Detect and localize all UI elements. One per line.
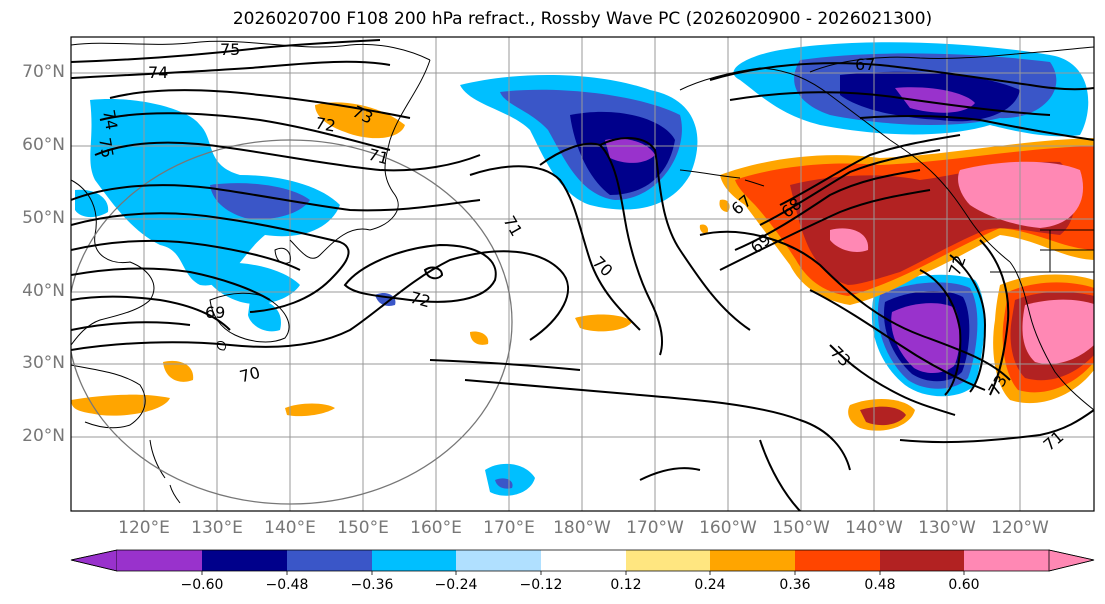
contour-label-70b: 70 xyxy=(237,363,262,387)
positive-anomaly-shading xyxy=(71,102,1094,431)
colorbar-label-pos048: 0.48 xyxy=(864,577,896,593)
reference-circle xyxy=(71,139,513,505)
contour-label-74a: 74 xyxy=(148,63,168,82)
lon-label-160e: 160°E xyxy=(410,518,462,538)
colorbar-segment-2 xyxy=(202,550,287,571)
colorbar-segment-7 xyxy=(626,550,710,571)
colorbar-label-pos024: 0.24 xyxy=(694,577,726,593)
lon-label-170e: 170°E xyxy=(483,518,535,538)
contour-label-72b: 72 xyxy=(408,288,433,312)
lon-label-140w: 140°W xyxy=(845,518,903,538)
colorbar-label-neg048: −0.48 xyxy=(265,577,309,593)
lat-label-60n: 60°N xyxy=(22,135,65,155)
contour-label-75b: 75 xyxy=(95,136,117,159)
lon-label-170w: 170°W xyxy=(626,518,684,538)
figure-title: 2026020700 F108 200 hPa refract., Rossby… xyxy=(232,9,933,29)
colorbar-segment-4 xyxy=(372,550,456,571)
lat-label-40n: 40°N xyxy=(22,281,65,301)
colorbar-segment-6 xyxy=(541,550,626,571)
gridlines xyxy=(71,37,1094,511)
colorbar-segment-9 xyxy=(795,550,880,571)
colorbar-segment-10 xyxy=(880,550,964,571)
lon-label-120e: 120°E xyxy=(118,518,170,538)
refractive-index-contours xyxy=(71,39,1094,511)
colorbar-segment-8 xyxy=(710,550,795,571)
colorbar-segment-3 xyxy=(287,550,372,571)
colorbar-min-arrow xyxy=(70,549,118,572)
colorbar-label-neg024: −0.24 xyxy=(434,577,478,593)
lon-label-160w: 160°W xyxy=(699,518,757,538)
colorbar-label-pos036: 0.36 xyxy=(779,577,811,593)
colorbar-max-arrow xyxy=(1048,549,1095,572)
negative-anomaly-shading xyxy=(75,42,1089,496)
lon-label-130w: 130°W xyxy=(918,518,976,538)
contour-label-72a: 72 xyxy=(314,113,337,135)
lon-label-180w: 180°W xyxy=(553,518,611,538)
colorbar xyxy=(70,549,1095,575)
lon-label-130e: 130°E xyxy=(191,518,243,538)
map-area: 75 74 74 75 72 73 71 71 70 72 69 70 67 6… xyxy=(71,37,1094,511)
colorbar-segment-1 xyxy=(117,550,202,571)
lat-label-70n: 70°N xyxy=(22,62,65,82)
colorbar-label-neg060: −0.60 xyxy=(180,577,224,593)
lon-label-150w: 150°W xyxy=(772,518,830,538)
contour-label-69a: 69 xyxy=(205,303,225,322)
colorbar-segment-5 xyxy=(456,550,541,571)
lat-label-20n: 20°N xyxy=(22,426,65,446)
colorbar-label-neg012: −0.12 xyxy=(519,577,563,593)
contour-label-71a: 71 xyxy=(366,145,391,169)
contour-label-67a: 67 xyxy=(855,55,875,74)
contour-label-75a: 75 xyxy=(220,40,240,59)
lon-label-140e: 140°E xyxy=(264,518,316,538)
lon-label-120w: 120°W xyxy=(991,518,1049,538)
map-frame xyxy=(70,36,1095,512)
lat-label-50n: 50°N xyxy=(22,208,65,228)
lon-label-150e: 150°E xyxy=(337,518,389,538)
colorbar-segment-11 xyxy=(964,550,1049,571)
contour-label-74b: 74 xyxy=(99,108,121,131)
colorbar-label-neg036: −0.36 xyxy=(350,577,394,593)
colorbar-label-pos060: 0.60 xyxy=(948,577,980,593)
colorbar-label-pos012: 0.12 xyxy=(610,577,642,593)
lat-label-30n: 30°N xyxy=(22,353,65,373)
